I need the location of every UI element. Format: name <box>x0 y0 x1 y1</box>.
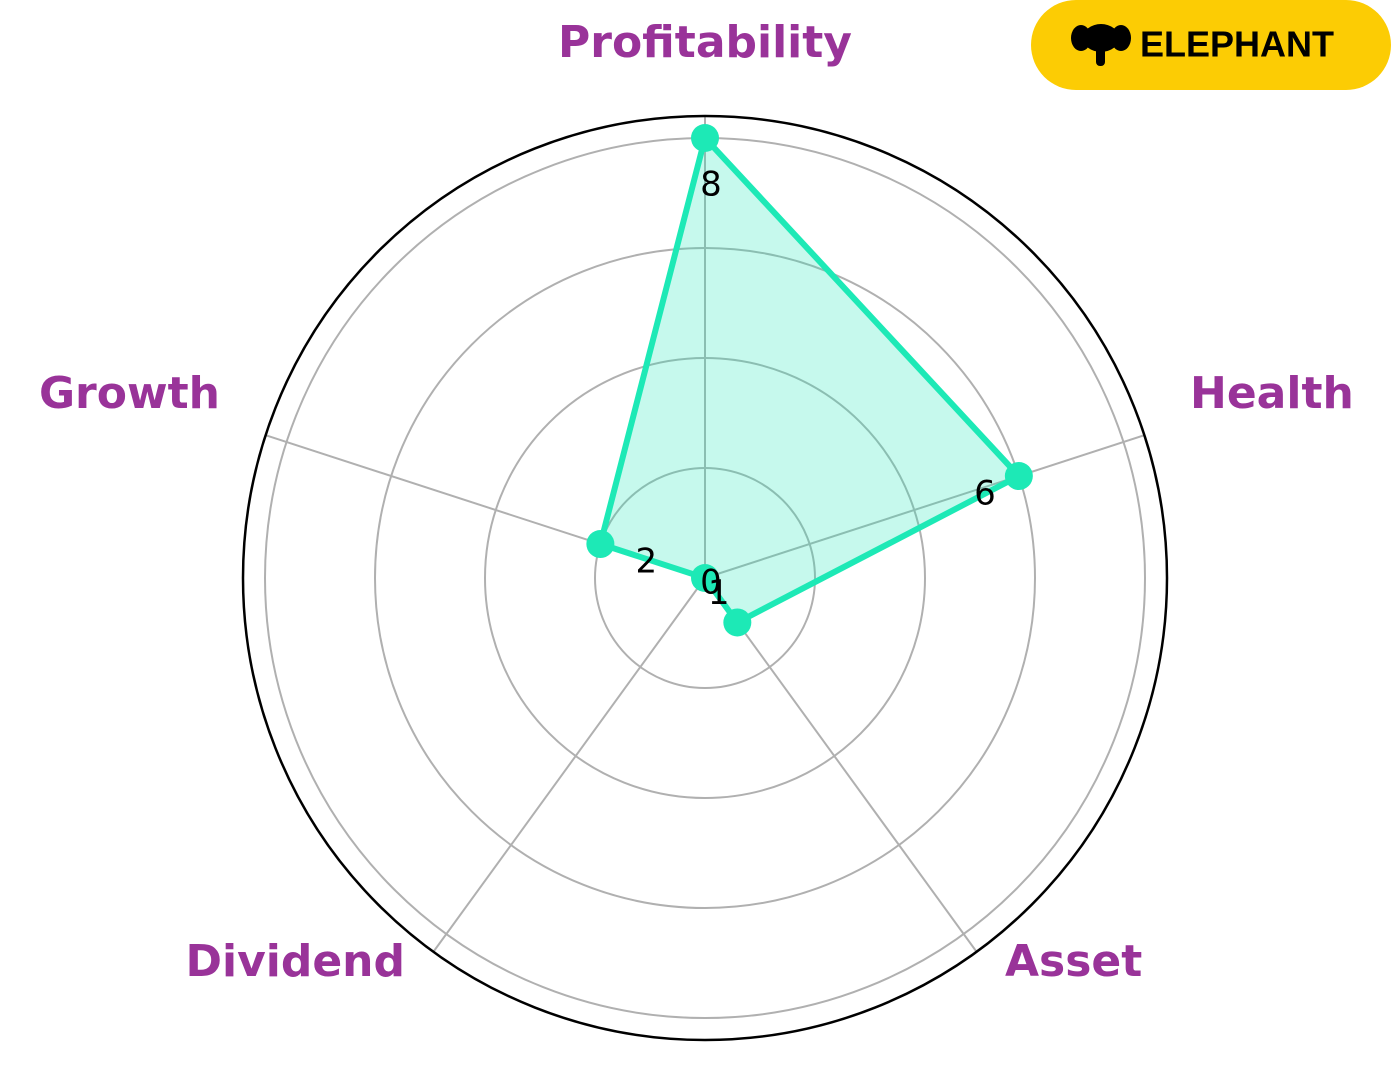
spoke <box>704 434 1145 579</box>
category-label: Dividend <box>185 936 405 987</box>
point <box>691 564 719 592</box>
line <box>596 131 1024 627</box>
value-label: 2 <box>636 541 658 581</box>
area <box>600 138 1019 623</box>
point <box>723 608 752 637</box>
value-label: 6 <box>974 474 996 514</box>
logo-icon <box>1071 24 1131 66</box>
spoke <box>704 577 978 953</box>
logo-badge: ELEPHANT <box>1031 0 1391 90</box>
point <box>586 530 615 559</box>
value-label: 0 <box>700 563 722 603</box>
frame <box>241 114 1169 1042</box>
logo-text: ELEPHANT <box>1140 24 1334 65</box>
value-label: 1 <box>708 573 730 613</box>
point <box>1004 462 1033 491</box>
category-label: Profitability <box>558 17 852 68</box>
category-label: Health <box>1190 368 1354 419</box>
spoke <box>432 577 706 953</box>
logo-bg <box>1031 0 1391 90</box>
value-label: 8 <box>700 165 722 205</box>
category-label: Growth <box>39 368 220 419</box>
point <box>691 124 719 152</box>
category-label: Asset <box>1005 936 1142 987</box>
